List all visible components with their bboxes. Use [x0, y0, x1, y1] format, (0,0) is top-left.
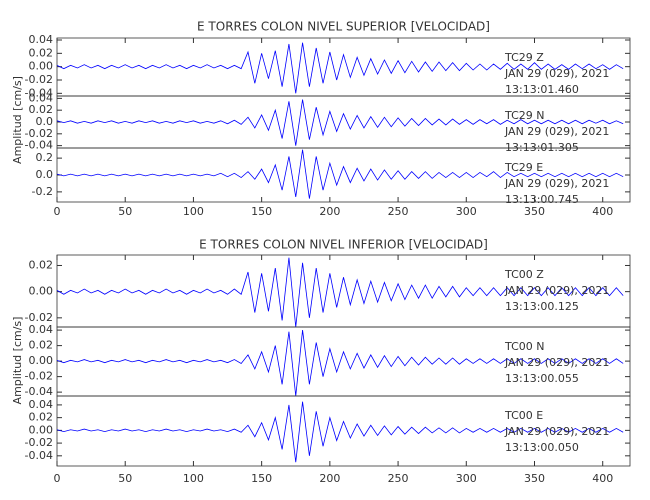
y-tick-label: 0.2 — [36, 151, 54, 164]
waveform — [56, 257, 624, 328]
y-tick-label: -0.04 — [25, 385, 53, 398]
y-tick-label: -0.02 — [25, 370, 53, 383]
waveform — [56, 330, 624, 397]
x-tick-label: 0 — [54, 205, 61, 218]
annotation: JAN 29 (029), 2021 — [504, 177, 609, 190]
y-tick-label: -0.04 — [25, 139, 53, 152]
y-tick-label: 0.02 — [29, 339, 54, 352]
y-tick-label: 0.04 — [29, 91, 54, 104]
chart-title: E TORRES COLON NIVEL SUPERIOR [VELOCIDAD… — [197, 20, 490, 34]
y-axis-label: Amplitud [cm/s] — [11, 76, 24, 164]
x-tick-label: 250 — [388, 205, 409, 218]
x-tick-label: 300 — [456, 205, 477, 218]
annotation: TC00 N — [504, 340, 544, 353]
annotation: JAN 29 (029), 2021 — [504, 67, 609, 80]
y-tick-label: -0.02 — [25, 311, 53, 324]
panel-frame — [56, 395, 631, 467]
x-tick-label: 50 — [118, 205, 132, 218]
annotation: 13:13:00.745 — [505, 193, 579, 206]
annotation: TC00 Z — [504, 268, 544, 281]
annotation: TC29 N — [504, 109, 544, 122]
annotation: 13:13:00.055 — [505, 372, 579, 385]
y-tick-label: 0.04 — [29, 323, 54, 336]
x-tick-label: 100 — [183, 472, 204, 485]
x-tick-label: 250 — [388, 472, 409, 485]
waveform — [56, 42, 624, 94]
y-tick-label: 0.00 — [29, 423, 54, 436]
x-tick-label: 200 — [319, 205, 340, 218]
annotation: JAN 29 (029), 2021 — [504, 425, 609, 438]
y-tick-label: 0.0 — [36, 115, 54, 128]
annotation: TC00 E — [504, 409, 543, 422]
x-tick-label: 350 — [524, 472, 545, 485]
annotation: JAN 29 (029), 2021 — [504, 125, 609, 138]
chart-title: E TORRES COLON NIVEL INFERIOR [VELOCIDAD… — [199, 238, 488, 252]
annotation: JAN 29 (029), 2021 — [504, 356, 609, 369]
annotation: 13:13:01.460 — [505, 83, 579, 96]
x-tick-label: 0 — [54, 472, 61, 485]
y-axis-label: Amplitud [cm/s] — [11, 317, 24, 405]
y-tick-label: -0.04 — [25, 86, 53, 99]
y-tick-label: 0.02 — [29, 103, 54, 116]
annotation: 13:13:00.050 — [505, 441, 579, 454]
annotation: TC29 E — [504, 161, 543, 174]
y-tick-label: 0.0 — [36, 168, 54, 181]
y-tick-label: -0.02 — [25, 436, 53, 449]
x-tick-label: 400 — [592, 205, 613, 218]
waveform — [56, 149, 624, 199]
annotation: 13:13:00.125 — [505, 300, 579, 313]
x-tick-label: 350 — [524, 205, 545, 218]
y-tick-label: 0.00 — [29, 285, 54, 298]
waveform — [56, 401, 624, 463]
waveform — [56, 99, 624, 146]
x-tick-label: 300 — [456, 472, 477, 485]
y-tick-label: -0.02 — [25, 127, 53, 140]
annotation: TC29 Z — [504, 51, 544, 64]
y-tick-label: 0.00 — [29, 354, 54, 367]
x-tick-label: 400 — [592, 472, 613, 485]
y-tick-label: 0.04 — [29, 398, 54, 411]
x-tick-label: 50 — [118, 472, 132, 485]
y-tick-label: 0.02 — [29, 46, 54, 59]
y-tick-label: -0.04 — [25, 449, 53, 462]
x-tick-label: 100 — [183, 205, 204, 218]
y-tick-label: -0.2 — [32, 185, 53, 198]
x-tick-label: 200 — [319, 472, 340, 485]
y-tick-label: 0.02 — [29, 411, 54, 424]
x-tick-label: 150 — [251, 205, 272, 218]
y-tick-label: 0.04 — [29, 33, 54, 46]
x-tick-label: 150 — [251, 472, 272, 485]
annotation: 13:13:01.305 — [505, 141, 579, 154]
y-tick-label: 0.00 — [29, 60, 54, 73]
y-tick-label: 0.02 — [29, 258, 54, 271]
annotation: JAN 29 (029), 2021 — [504, 284, 609, 297]
y-tick-label: -0.02 — [25, 73, 53, 86]
